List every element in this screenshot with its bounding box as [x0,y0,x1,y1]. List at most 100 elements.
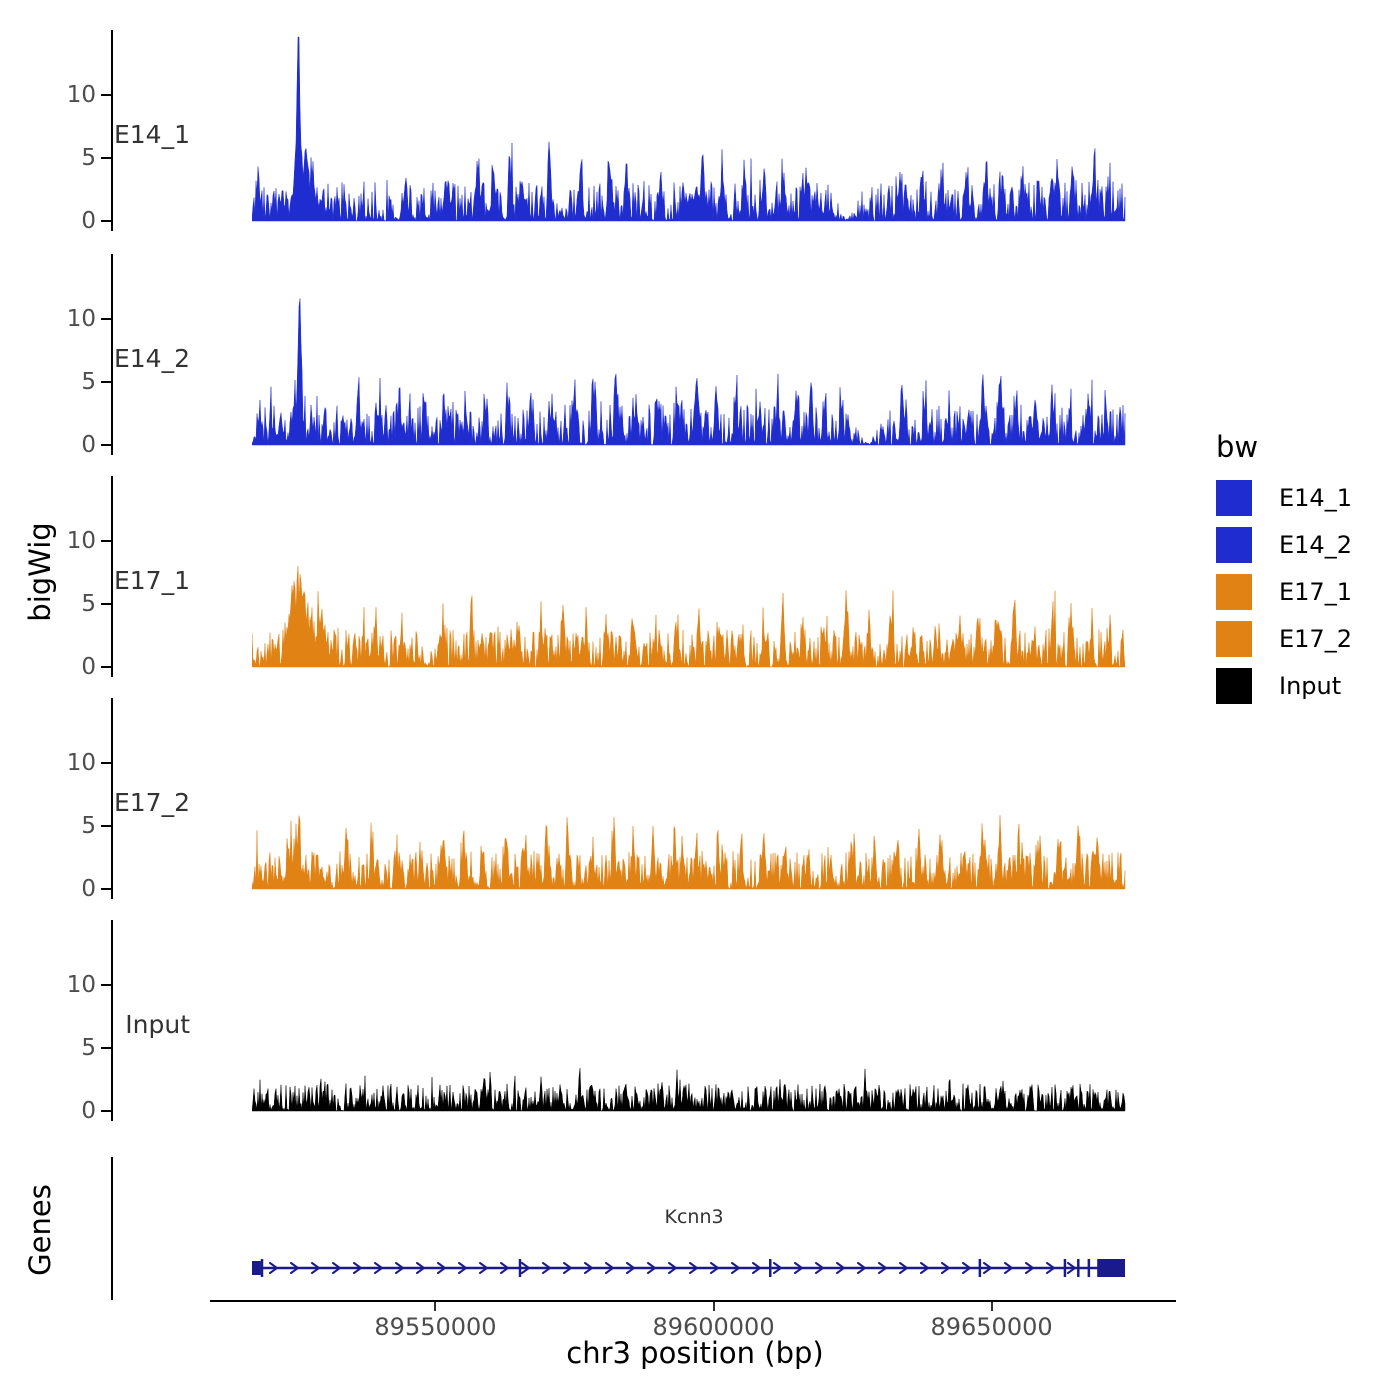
legend-label-E17_2: E17_2 [1279,625,1352,653]
legend-item-E17_2: E17_2 [1216,621,1396,657]
gene-track-container: Kcnn3 [0,1155,1400,1361]
y-tick-mark [101,666,112,668]
gene-direction-arrow [542,1262,552,1274]
y-tick-mark [101,1047,112,1049]
x-tick-label: 89650000 [930,1313,1053,1341]
gene-direction-arrow [353,1262,363,1274]
y-tick-label: 10 [66,82,96,108]
y-tick-label: 5 [81,591,96,617]
legend-swatch-E17_2 [1216,621,1252,657]
y-tick-label: 0 [81,208,96,234]
gene-direction-arrow [605,1262,615,1274]
y-tick-label: 10 [66,972,96,998]
track-signal-svg [252,1068,1126,1112]
y-tick-label: 0 [81,432,96,458]
y-tick-mark [101,762,112,764]
x-axis-line [210,1300,1176,1302]
gene-direction-arrow [857,1262,867,1274]
gene-direction-arrow [878,1262,888,1274]
track-row-E17_2: 0 5 10 E17_2 [0,696,1400,902]
gene-direction-arrow [626,1262,636,1274]
signal-area-Input [252,1068,1126,1112]
legend-item-E17_1: E17_1 [1216,574,1396,610]
gene-direction-arrow [920,1262,930,1274]
gene-direction-arrow [395,1262,405,1274]
gene-direction-arrow [836,1262,846,1274]
gene-direction-arrow [1046,1262,1056,1274]
track-label-E17_2: E17_2 [113,788,190,817]
gene-direction-arrow [458,1262,468,1274]
gene-direction-arrow [416,1262,426,1274]
legend-swatch-E17_1 [1216,574,1252,610]
track-y-axis-line [111,476,113,677]
legend-label-E14_1: E14_1 [1279,484,1352,512]
legend: bw E14_1 E14_2 E17_1 E17_2 Input [1216,430,1396,715]
gene-end-exon [1097,1259,1125,1277]
gene-model-svg: Kcnn3 [252,1206,1125,1277]
gene-direction-arrow [563,1262,573,1274]
gene-direction-arrow [815,1262,825,1274]
gene-direction-arrow [1004,1262,1014,1274]
legend-item-E14_1: E14_1 [1216,480,1396,516]
legend-label-Input: Input [1279,672,1342,700]
gene-direction-arrow [521,1262,531,1274]
gene-direction-arrow [794,1262,804,1274]
gene-direction-arrow [500,1262,510,1274]
gene-direction-arrow [1067,1262,1077,1274]
legend-swatch-E14_1 [1216,480,1252,516]
y-tick-label: 0 [81,1098,96,1124]
legend-label-E17_1: E17_1 [1279,578,1352,606]
track-row-Input: 0 5 10 Input [0,918,1400,1124]
gene-direction-arrow [290,1262,300,1274]
track-signal-svg [252,815,1126,890]
x-tick-mark [990,1302,993,1311]
y-tick-label: 10 [66,528,96,554]
track-y-axis-line [111,30,113,231]
gene-start-exon [252,1261,261,1275]
y-tick-label: 10 [66,306,96,332]
track-row-E14_1: 0 5 10 E14_1 [0,28,1400,234]
gene-label: Kcnn3 [665,1206,724,1228]
y-tick-mark [101,825,112,827]
y-tick-label: 0 [81,654,96,680]
signal-area-E17_1 [252,565,1126,668]
gene-direction-arrow [479,1262,489,1274]
track-signal-svg [252,565,1126,668]
legend-item-E14_2: E14_2 [1216,527,1396,563]
y-tick-mark [101,381,112,383]
y-tick-mark [101,220,112,222]
legend-item-Input: Input [1216,668,1396,704]
gene-direction-arrow [269,1262,279,1274]
gene-direction-arrow [731,1262,741,1274]
track-row-E17_1: 0 5 10 E17_1 [0,474,1400,680]
track-label-E17_1: E17_1 [113,566,190,595]
gene-direction-arrow [374,1262,384,1274]
gene-direction-arrow [689,1262,699,1274]
y-tick-label: 5 [81,145,96,171]
track-signal-svg [252,36,1126,222]
track-y-axis-line [111,698,113,899]
signal-area-E17_2 [252,815,1126,890]
y-tick-mark [101,888,112,890]
y-tick-label: 0 [81,876,96,902]
y-tick-mark [101,157,112,159]
y-tick-label: 10 [66,750,96,776]
track-signal-svg [252,298,1126,446]
gene-direction-arrow [332,1262,342,1274]
legend-swatch-Input [1216,668,1252,704]
legend-title: bw [1216,430,1259,464]
track-label-E14_2: E14_2 [113,344,190,373]
gene-direction-arrow [584,1262,594,1274]
y-tick-mark [101,444,112,446]
y-tick-mark [101,603,112,605]
track-row-E14_2: 0 5 10 E14_2 [0,252,1400,458]
y-tick-mark [101,540,112,542]
gene-direction-arrow [668,1262,678,1274]
y-tick-mark [101,984,112,986]
gene-direction-arrow [437,1262,447,1274]
x-axis-title: chr3 position (bp) [566,1336,824,1370]
y-tick-label: 5 [81,369,96,395]
legend-label-E14_2: E14_2 [1279,531,1352,559]
y-tick-label: 5 [81,1035,96,1061]
